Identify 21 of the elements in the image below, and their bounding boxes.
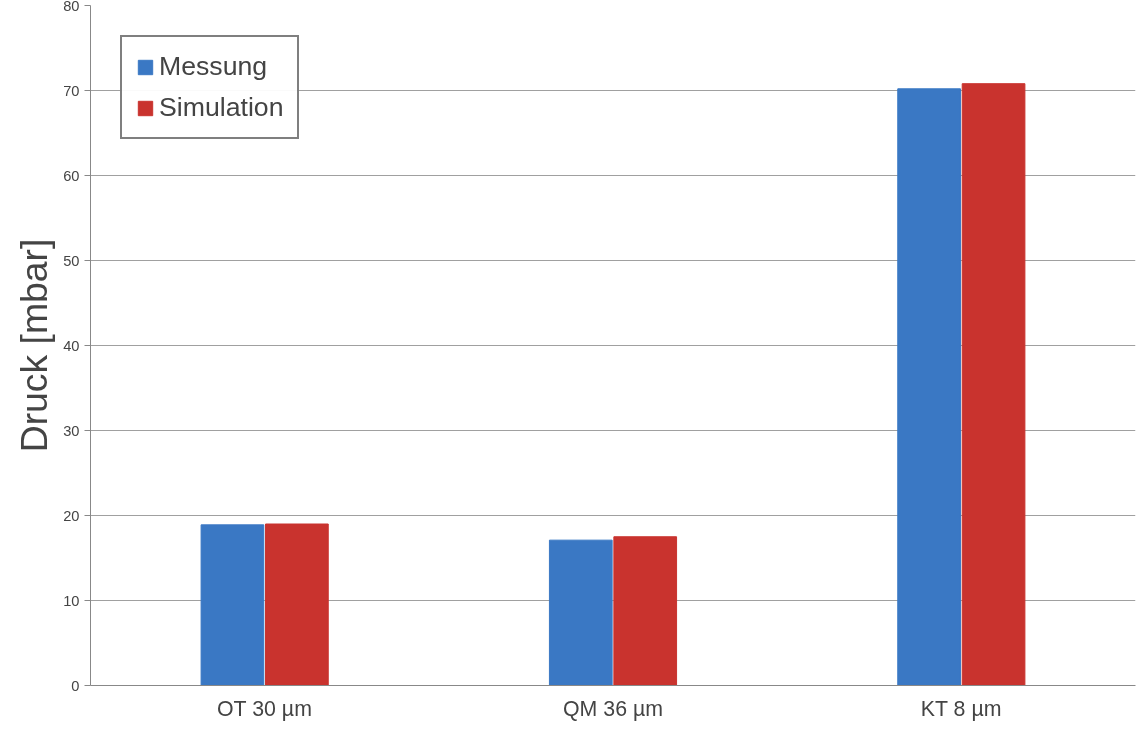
y-tick-label: 10 — [63, 592, 80, 609]
bar — [548, 539, 613, 686]
y-tick-label: 0 — [71, 677, 80, 694]
x-tick-label: QM 36 µm — [563, 696, 664, 721]
bar — [897, 88, 961, 686]
y-tick-label: 80 — [63, 0, 80, 14]
y-tick-label: 50 — [63, 252, 80, 269]
legend-label: Simulation — [159, 92, 284, 123]
legend-label: Messung — [159, 51, 268, 82]
bar — [613, 536, 678, 686]
bar — [961, 83, 1026, 686]
y-tick-label: 70 — [63, 82, 80, 99]
bar — [200, 524, 265, 686]
y-tick-label: 20 — [63, 507, 80, 524]
y-tick-label: 40 — [63, 337, 80, 354]
x-tick-label: KT 8 µm — [920, 696, 1002, 721]
y-axis-title: Druck [mbar] — [13, 238, 56, 453]
x-tick-label: OT 30 µm — [217, 696, 312, 721]
y-tick-label: 30 — [63, 422, 80, 439]
bar — [265, 523, 329, 686]
y-tick-label: 60 — [63, 167, 80, 184]
